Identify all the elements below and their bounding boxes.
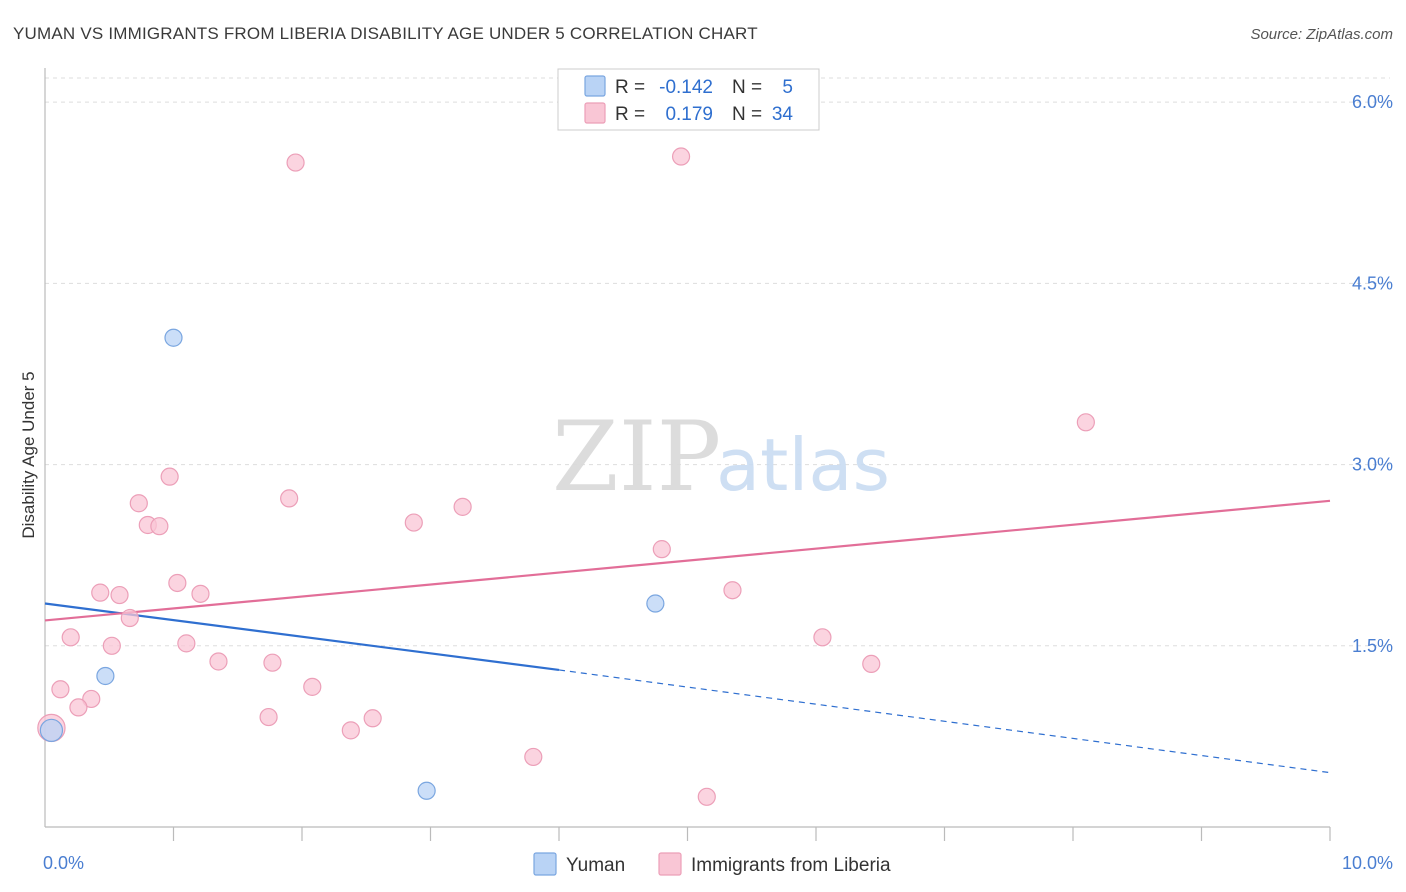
data-point-liberia	[61, 628, 80, 647]
data-point-liberia	[168, 573, 187, 593]
series-legend-label-yuman: Yuman	[566, 855, 625, 876]
data-point-liberia	[280, 489, 299, 508]
x-tick-label: 0.0%	[43, 853, 84, 873]
legend-n-value-yuman: 5	[782, 77, 793, 98]
data-point-liberia	[671, 147, 691, 166]
watermark: ZIP atlas	[552, 401, 890, 513]
data-point-liberia	[91, 583, 110, 602]
data-point-liberia	[697, 787, 716, 806]
y-tick-label: 3.0%	[1352, 455, 1393, 475]
data-point-liberia	[524, 747, 543, 767]
series-legend-label-liberia: Immigrants from Liberia	[691, 855, 891, 876]
data-point-liberia	[120, 608, 139, 628]
legend-r-label: R =	[615, 104, 645, 125]
data-point-liberia	[813, 628, 832, 647]
y-tick-label: 6.0%	[1352, 92, 1393, 112]
data-point-yuman	[417, 781, 436, 800]
data-point-liberia	[862, 654, 881, 674]
data-point-liberia	[1076, 413, 1095, 432]
legend-swatch-liberia	[584, 102, 606, 124]
data-point-liberia	[209, 652, 228, 671]
data-point-liberia	[160, 467, 179, 486]
legend-n-label: N =	[732, 77, 762, 98]
legend-swatch-yuman	[584, 75, 606, 97]
x-tick-labels: 0.0% 10.0%	[43, 853, 1393, 873]
stats-legend: R = -0.142 N = 5 R = 0.179 N = 34	[557, 68, 820, 131]
data-points	[37, 147, 1095, 806]
legend-n-label: N =	[732, 104, 762, 125]
data-point-yuman	[96, 666, 115, 686]
series-legend: Yuman Immigrants from Liberia	[533, 852, 891, 876]
data-point-liberia	[51, 680, 70, 699]
data-point-yuman	[646, 594, 665, 613]
data-point-liberia	[129, 494, 148, 513]
axes	[44, 68, 1331, 841]
data-point-liberia	[102, 636, 121, 655]
y-tick-label: 1.5%	[1352, 636, 1393, 656]
y-tick-labels: 1.5% 3.0% 4.5% 6.0%	[1352, 92, 1393, 656]
legend-r-label: R =	[615, 77, 645, 98]
data-point-liberia	[303, 677, 322, 696]
source-label: Source: ZipAtlas.com	[1250, 26, 1393, 43]
data-point-liberia	[453, 497, 472, 516]
legend-r-value-yuman: -0.142	[659, 77, 713, 98]
y-tick-label: 4.5%	[1352, 273, 1393, 293]
watermark-zip: ZIP	[552, 401, 721, 513]
trend-line-liberia	[44, 499, 1331, 622]
gridlines	[45, 77, 1390, 647]
data-point-liberia	[263, 653, 282, 672]
data-point-liberia	[363, 709, 382, 728]
data-point-liberia	[259, 707, 278, 727]
data-point-liberia	[341, 721, 360, 740]
chart-title: YUMAN VS IMMIGRANTS FROM LIBERIA DISABIL…	[13, 24, 758, 43]
data-point-liberia	[82, 689, 101, 709]
x-tick-label: 10.0%	[1342, 853, 1393, 873]
data-point-liberia	[150, 517, 169, 536]
data-point-liberia	[723, 581, 742, 600]
y-axis-label: Disability Age Under 5	[19, 371, 38, 538]
series-legend-swatch-yuman	[533, 852, 557, 876]
watermark-atlas: atlas	[716, 423, 890, 507]
data-point-liberia	[191, 584, 210, 603]
trend-line-extension-yuman	[558, 669, 1331, 774]
legend-r-value-liberia: 0.179	[665, 104, 713, 125]
data-point-yuman	[39, 718, 64, 743]
data-point-liberia	[286, 153, 305, 172]
data-point-liberia	[652, 540, 671, 559]
trend-lines	[44, 499, 1331, 774]
data-point-liberia	[404, 513, 423, 532]
data-point-liberia	[110, 585, 129, 605]
data-point-liberia	[177, 634, 196, 653]
data-point-yuman	[164, 328, 183, 347]
data-point-liberia	[69, 698, 88, 717]
legend-n-value-liberia: 34	[772, 104, 794, 125]
series-legend-swatch-liberia	[658, 852, 682, 876]
